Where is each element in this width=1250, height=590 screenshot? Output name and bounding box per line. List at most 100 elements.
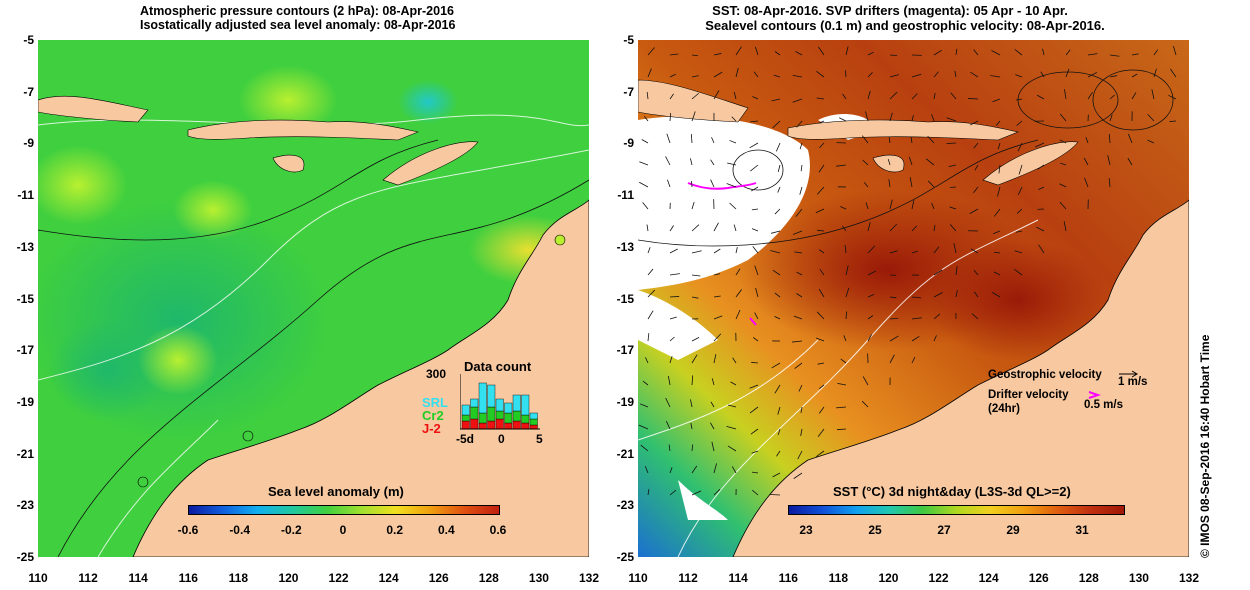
velocity-arrow: [750, 428, 759, 435]
velocity-arrow: [667, 375, 671, 386]
velocity-arrow: [777, 406, 781, 415]
velocity-arrow: [955, 48, 958, 56]
velocity-arrow: [933, 335, 937, 342]
velocity-arrow: [640, 403, 649, 408]
y-tick-label: -5: [23, 33, 34, 47]
velocity-arrow: [1131, 53, 1139, 56]
velocity-arrow: [710, 179, 715, 188]
velocity-arrow: [792, 74, 803, 78]
velocity-arrow: [1017, 142, 1023, 152]
x-tick-label: 122: [928, 571, 949, 585]
velocity-arrow: [755, 287, 759, 298]
velocity-arrow: [669, 112, 672, 122]
velocity-arrow: [713, 315, 723, 320]
velocity-arrow: [931, 202, 935, 210]
velocity-arrow: [1087, 53, 1098, 56]
velocity-arrow: [1153, 68, 1157, 78]
velocity-arrow: [1109, 114, 1113, 122]
count-bar: [461, 414, 470, 422]
y-tick-label: -25: [616, 550, 634, 564]
velocity-arrow: [1015, 74, 1023, 78]
velocity-arrow: [647, 68, 652, 78]
velocity-arrow: [751, 228, 759, 232]
velocity-arrow: [1127, 157, 1133, 166]
velocity-arrow: [993, 251, 1001, 254]
x-tick-label: 116: [178, 571, 198, 585]
velocity-arrow: [691, 92, 700, 100]
velocity-arrow: [1063, 221, 1067, 232]
velocity-arrow: [640, 444, 649, 452]
velocity-arrow: [797, 450, 803, 460]
velocity-arrow: [726, 183, 737, 188]
count-bar: [529, 412, 538, 420]
velocity-arrow: [865, 111, 869, 122]
velocity-arrow: [754, 46, 759, 56]
y-tick-label: -5: [623, 33, 634, 47]
velocity-arrow: [749, 384, 759, 389]
velocity-arrow: [840, 358, 847, 364]
velocity-arrow: [863, 182, 869, 188]
velocity-arrow: [1016, 120, 1023, 126]
velocity-arrow: [933, 93, 936, 100]
count-bar: [470, 398, 479, 408]
velocity-arrow: [691, 336, 700, 342]
velocity-arrow: [970, 71, 979, 78]
velocity-arrow: [690, 158, 693, 166]
velocity-arrow: [974, 164, 979, 171]
velocity-arrow: [713, 295, 721, 298]
velocity-arrow: [998, 164, 1001, 174]
velocity-arrow: [647, 47, 655, 56]
velocity-arrow: [1087, 72, 1097, 78]
velocity-arrow: [997, 142, 1001, 150]
data-count-title: Data count: [464, 359, 532, 374]
velocity-arrow: [713, 222, 719, 232]
velocity-arrow: [818, 46, 825, 56]
velocity-arrow: [669, 467, 673, 474]
velocity-arrow: [1168, 94, 1177, 100]
velocity-arrow: [773, 74, 781, 78]
velocity-arrow: [646, 224, 649, 232]
velocity-arrow: [887, 159, 891, 166]
velocity-arrow: [844, 244, 847, 254]
sst-colorbar-tick: 27: [937, 523, 951, 537]
velocity-arrow: [949, 224, 957, 232]
velocity-arrow: [911, 199, 915, 210]
velocity-arrow: [889, 54, 898, 56]
velocity-arrow: [889, 91, 898, 100]
sla-colorbar-tick: -0.6: [177, 523, 199, 537]
velocity-arrow: [713, 488, 721, 496]
velocity-arrow: [731, 466, 737, 474]
velocity-arrow: [735, 46, 742, 56]
velocity-arrow: [1014, 49, 1023, 56]
velocity-arrow: [669, 93, 674, 100]
data-count-xtick-right: 5: [536, 432, 543, 446]
velocity-arrow: [933, 224, 936, 232]
sst-map[interactable]: SST (°C) 3d night&day (L3S-3d QL>=2) 23 2…: [638, 40, 1189, 557]
sla-colorbar-tick: 0.2: [386, 523, 403, 537]
velocity-arrow: [889, 223, 898, 232]
drifter-velocity-sublabel: (24hr): [988, 403, 1020, 415]
velocity-arrow: [691, 111, 696, 122]
velocity-arrow: [992, 98, 1001, 103]
velocity-arrow: [1037, 164, 1045, 170]
velocity-arrow: [1083, 157, 1089, 166]
velocity-arrow: [774, 51, 781, 56]
count-bar: [504, 412, 513, 424]
velocity-arrow: [645, 357, 649, 364]
velocity-arrow: [735, 247, 738, 254]
y-tick-label: -7: [623, 84, 634, 99]
velocity-arrow: [971, 313, 979, 320]
velocity-arrow: [691, 490, 702, 496]
velocity-arrow: [800, 164, 803, 172]
velocity-arrow: [777, 186, 781, 193]
velocity-arrow: [793, 315, 803, 320]
velocity-arrow: [1108, 178, 1111, 188]
y-tick-label: -25: [16, 550, 34, 564]
velocity-arrow: [669, 225, 674, 232]
sst-colorbar-tick: 25: [868, 523, 882, 537]
velocity-arrow: [1036, 94, 1045, 100]
sla-map[interactable]: Sea level anomaly (m) -0.6 -0.4 -0.2 0 0.2 0.…: [38, 40, 589, 557]
velocity-arrow: [911, 225, 918, 232]
velocity-arrow: [1147, 113, 1155, 122]
velocity-arrow: [948, 164, 957, 168]
